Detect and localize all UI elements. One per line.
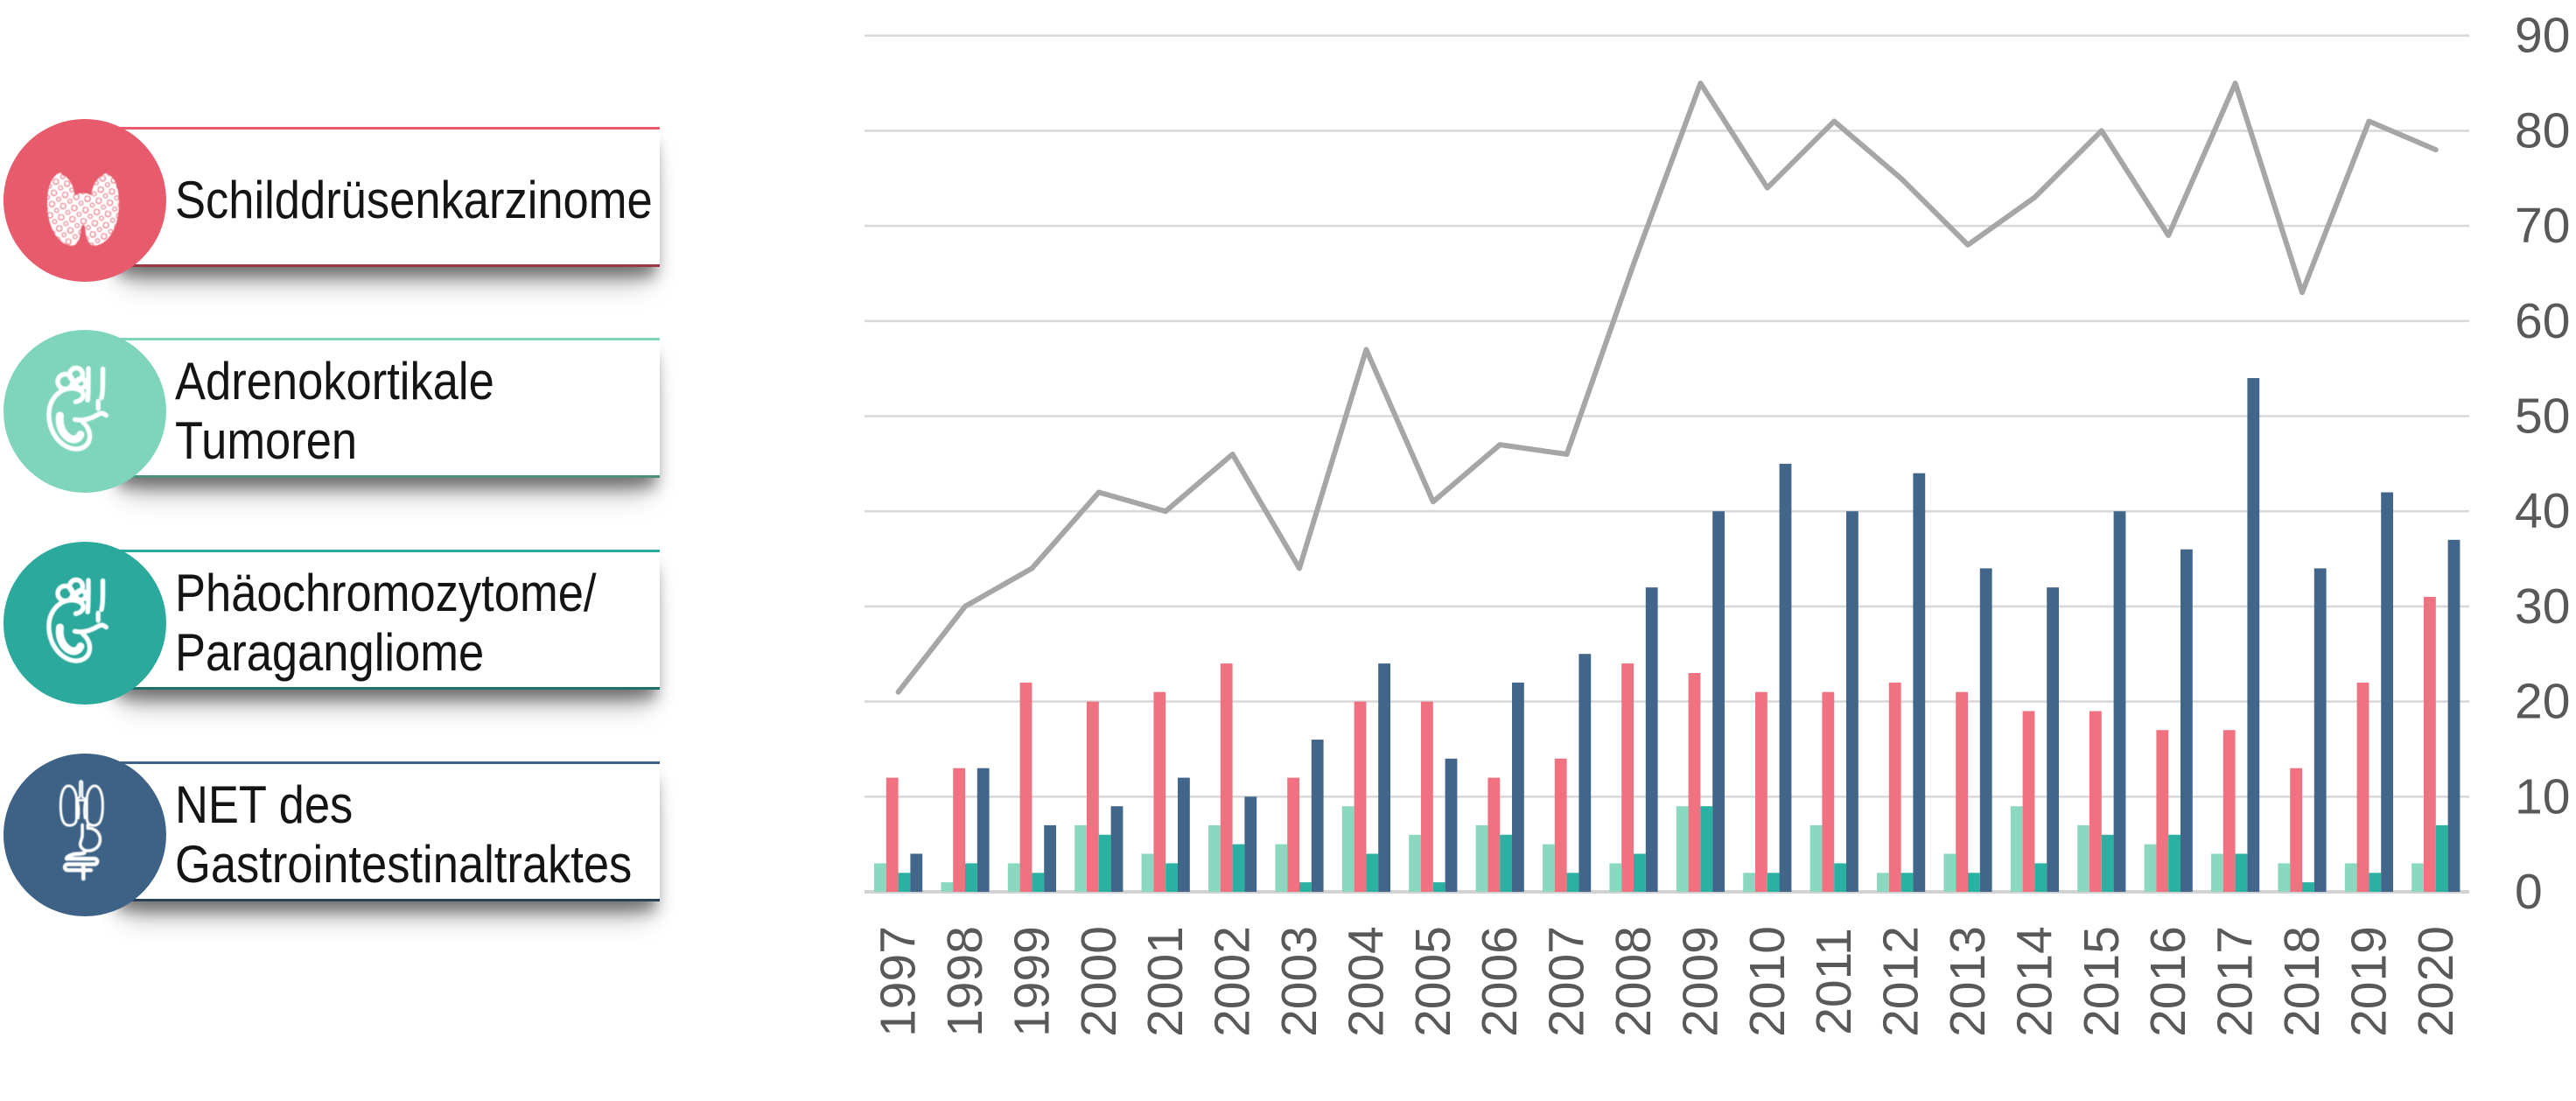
svg-text:2005: 2005 [1405, 926, 1461, 1037]
svg-text:70: 70 [2515, 198, 2570, 254]
svg-text:2001: 2001 [1138, 926, 1194, 1037]
svg-text:2018: 2018 [2274, 926, 2330, 1037]
svg-text:0: 0 [2515, 864, 2543, 920]
svg-text:2015: 2015 [2074, 926, 2130, 1037]
svg-text:2003: 2003 [1271, 926, 1327, 1037]
svg-text:10: 10 [2515, 768, 2570, 824]
svg-text:2010: 2010 [1740, 926, 1796, 1037]
svg-text:20: 20 [2515, 674, 2570, 730]
svg-text:2008: 2008 [1606, 926, 1662, 1037]
svg-text:2017: 2017 [2208, 926, 2264, 1037]
svg-text:2009: 2009 [1672, 926, 1728, 1037]
svg-text:2014: 2014 [2006, 926, 2062, 1037]
svg-text:2006: 2006 [1472, 926, 1528, 1037]
svg-text:1998: 1998 [937, 926, 993, 1037]
svg-text:2000: 2000 [1071, 926, 1127, 1037]
svg-text:2020: 2020 [2408, 926, 2464, 1037]
svg-text:1999: 1999 [1004, 926, 1060, 1037]
svg-text:50: 50 [2515, 389, 2570, 445]
svg-text:2019: 2019 [2341, 926, 2397, 1037]
svg-text:40: 40 [2515, 483, 2570, 539]
svg-text:2004: 2004 [1338, 926, 1394, 1037]
svg-text:80: 80 [2515, 102, 2570, 158]
svg-text:2011: 2011 [1806, 928, 1862, 1035]
svg-text:60: 60 [2515, 293, 2570, 349]
svg-text:90: 90 [2515, 8, 2570, 64]
svg-text:2012: 2012 [1873, 926, 1929, 1037]
svg-text:2013: 2013 [1940, 926, 1996, 1037]
svg-text:2002: 2002 [1205, 926, 1261, 1037]
svg-text:30: 30 [2515, 579, 2570, 635]
svg-text:2007: 2007 [1539, 926, 1595, 1037]
svg-text:2016: 2016 [2140, 926, 2196, 1037]
svg-text:1997: 1997 [871, 926, 927, 1037]
